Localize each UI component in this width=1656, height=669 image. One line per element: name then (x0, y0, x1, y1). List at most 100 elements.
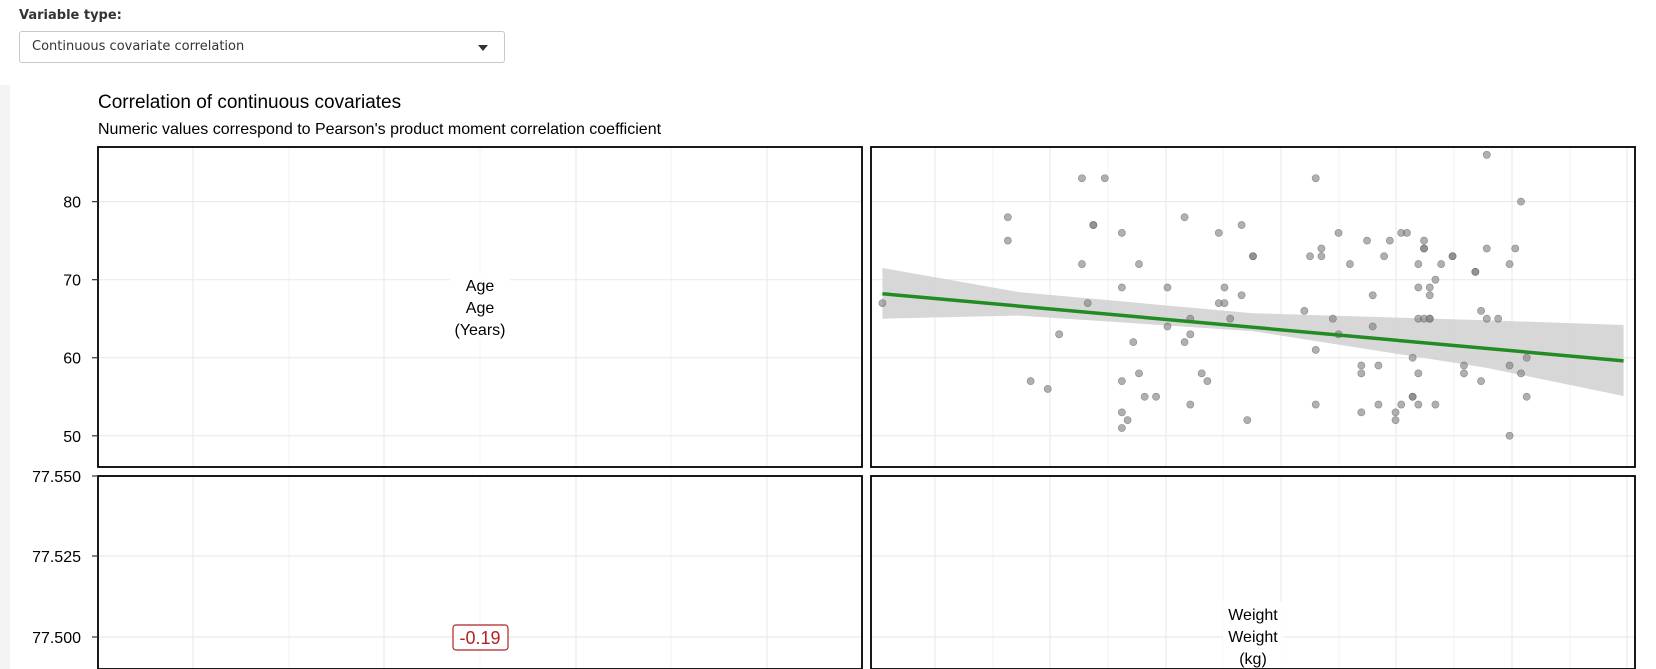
scatter-point (1477, 307, 1485, 315)
scatter-point (1226, 314, 1235, 323)
scatter-point (1078, 260, 1086, 268)
scatter-point (1408, 353, 1417, 362)
scatter-point (1163, 322, 1172, 331)
scatter-point (1237, 291, 1246, 300)
scatter-point (1311, 174, 1320, 183)
age-diagonal-label: (Years) (455, 322, 506, 339)
scatter-point (1425, 314, 1434, 323)
age-diagonal-label-bg (450, 273, 510, 295)
scatter-point (1311, 346, 1320, 354)
scatter-point (1003, 213, 1012, 222)
scatter-point (1249, 252, 1257, 261)
scatter-point (1471, 267, 1480, 276)
scatter-point (1368, 291, 1377, 300)
scatter-point (1482, 244, 1491, 253)
scatter-point (1420, 244, 1428, 253)
scatter-point (1220, 283, 1229, 292)
scatter-point (1408, 392, 1417, 401)
scatter-point (1482, 314, 1491, 323)
scatter-point (1243, 416, 1252, 425)
confidence-band (882, 267, 1624, 396)
chart-subtitle: Numeric values correspond to Pearson's p… (98, 121, 662, 138)
scatter-point (1460, 361, 1468, 370)
scatter-point (1431, 400, 1440, 409)
scatter-point (1505, 260, 1514, 268)
scatter-point (1089, 221, 1098, 229)
variable-type-selected-value: Continuous covariate correlation (32, 39, 245, 54)
age-diagonal-label: Age (466, 278, 495, 295)
scatter-point (1117, 228, 1126, 237)
scatter-point (1391, 408, 1400, 417)
scatter-point (1425, 291, 1434, 300)
scatter-point (1186, 400, 1195, 409)
scatter-point (1414, 400, 1423, 409)
scatter-point (1374, 361, 1383, 370)
panel-border (97, 146, 863, 468)
scatter-point (1414, 283, 1423, 292)
scatter-point (1460, 369, 1468, 378)
y-tick-label: 50 (63, 429, 81, 446)
scatter-point (1311, 400, 1320, 409)
scatter-point (1357, 369, 1366, 378)
scatter-point (1117, 408, 1126, 417)
scatter-point (878, 299, 887, 307)
weight-diagonal-label-bg (1223, 602, 1283, 624)
scatter-point (1026, 377, 1035, 386)
regression-line (882, 291, 1624, 363)
scatter-point (1414, 260, 1423, 268)
correlation-box (452, 624, 509, 651)
weight-diagonal-label-bg (1223, 646, 1283, 668)
scatter-point (1482, 150, 1491, 159)
weight-diagonal-label: Weight (1228, 629, 1278, 646)
scatter-point (1522, 353, 1531, 362)
scatter-point (1135, 369, 1143, 378)
scatter-point (1197, 369, 1206, 378)
correlation-value: -0.19 (459, 628, 500, 648)
scatter-point (1043, 385, 1052, 393)
scatter-point (1117, 377, 1126, 386)
scatter-point (1397, 400, 1406, 409)
scatter-point (1414, 369, 1423, 378)
scatter-point (1078, 174, 1086, 183)
scatter-point (1180, 213, 1189, 222)
page-left-edge (0, 0, 10, 669)
scatter-point (1306, 252, 1314, 261)
scatter-point (1317, 252, 1326, 261)
scatter-point (1437, 260, 1446, 268)
weight-diagonal-label: (kg) (1239, 651, 1267, 668)
scatter-point (1129, 338, 1138, 347)
y-tick-label: 77.500 (32, 630, 81, 647)
scatter-point (1420, 236, 1428, 245)
age-diagonal-label-bg (450, 295, 510, 317)
y-tick-label: 77.550 (32, 469, 81, 486)
scatter-point (1180, 338, 1189, 347)
scatter-point (1517, 369, 1525, 378)
scatter-point (1505, 431, 1514, 440)
scatter-point (1152, 392, 1160, 401)
scatter-point (1237, 221, 1246, 229)
chevron-down-icon (478, 45, 488, 51)
scatter-point (1477, 377, 1485, 386)
scatter-point (1511, 244, 1520, 253)
scatter-point (1317, 244, 1326, 253)
scatter-point (1505, 361, 1514, 370)
scatter-point (1517, 197, 1525, 206)
scatter-point (1385, 236, 1394, 245)
scatter-point (1003, 236, 1012, 245)
y-tick-label: 77.525 (32, 549, 81, 566)
chart-title: Correlation of continuous covariates (98, 92, 401, 113)
scatter-point (1100, 174, 1109, 183)
scatter-point (1140, 392, 1149, 401)
scatter-point (1300, 307, 1309, 315)
panel-border (870, 146, 1636, 468)
y-tick-label: 70 (63, 273, 81, 290)
weight-diagonal-label-bg (1223, 624, 1283, 646)
scatter-point (1368, 322, 1377, 331)
scatter-point (1425, 283, 1434, 292)
scatter-point (1123, 416, 1132, 425)
variable-type-select[interactable]: Continuous covariate correlation (19, 31, 505, 63)
scatter-point (1203, 377, 1212, 386)
weight-diagonal-label: Weight (1228, 607, 1278, 624)
variable-type-label: Variable type: (19, 8, 122, 23)
